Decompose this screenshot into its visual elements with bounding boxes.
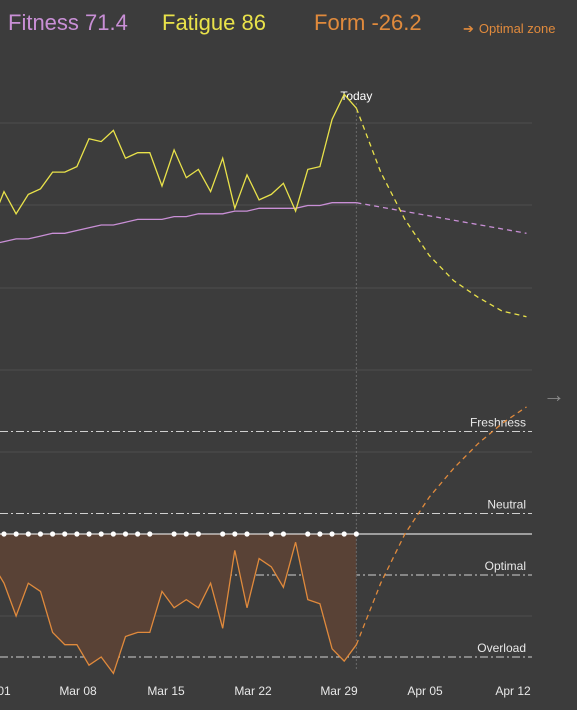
- x-tick-label: Apr 12: [495, 684, 531, 698]
- activity-dot: [244, 531, 250, 537]
- activity-dot: [37, 531, 44, 537]
- zone-label-freshness: Freshness: [470, 416, 526, 430]
- activity-dot: [1, 531, 7, 537]
- form-zones: Freshness Neutral Optimal Overload: [0, 416, 532, 658]
- form-projection: [355, 406, 527, 645]
- activity-dot: [317, 531, 323, 537]
- fitness-line: [0, 202, 357, 244]
- activity-dot: [86, 531, 92, 537]
- activity-dot: [147, 531, 153, 537]
- next-period-button[interactable]: →: [541, 382, 567, 408]
- activity-dot: [232, 531, 238, 537]
- activity-dot: [280, 531, 287, 537]
- activity-dot: [110, 531, 116, 537]
- activity-dot: [183, 531, 189, 537]
- form-area: [0, 534, 357, 674]
- x-tick-label: Mar 08: [59, 684, 97, 698]
- x-tick-label: Mar 22: [234, 684, 272, 698]
- activity-dot: [220, 531, 226, 537]
- activity-dot: [25, 531, 31, 537]
- x-tick-label: Mar 15: [147, 684, 185, 698]
- zone-label-overload: Overload: [477, 641, 526, 655]
- x-axis: 01 Mar 08 Mar 15 Mar 22 Mar 29 Apr 05 Apr 12: [0, 684, 531, 698]
- form-line: [0, 542, 357, 675]
- fatigue-value: Fatigue 86: [162, 10, 266, 35]
- activity-dot: [74, 531, 80, 537]
- activity-dot: [98, 531, 104, 537]
- fitness-projection: [356, 202, 527, 234]
- activity-dot: [305, 531, 311, 537]
- fatigue-line: [0, 93, 357, 216]
- x-tick-label: Apr 05: [407, 684, 443, 698]
- fitness-value: Fitness 71.4: [8, 10, 128, 35]
- activity-dot: [329, 531, 335, 537]
- header: Fitness 71.4 Fatigue 86 Form -26.2 ➔ Opti…: [0, 0, 577, 50]
- chart-series: Today: [0, 89, 532, 675]
- activity-dot: [122, 531, 129, 537]
- activity-dot: [62, 531, 68, 537]
- grid-lines: [0, 122, 532, 617]
- zone-label-neutral: Neutral: [487, 498, 526, 512]
- activity-dot: [135, 531, 141, 537]
- fatigue-projection: [355, 107, 527, 318]
- arrow-right-icon: →: [543, 382, 565, 407]
- activity-dot: [268, 531, 274, 537]
- activity-dot: [341, 531, 347, 537]
- optimal-zone-label: Optimal zone: [478, 21, 556, 36]
- activity-dot: [195, 531, 201, 537]
- activity-dot: [13, 531, 19, 537]
- x-tick-label: 01: [0, 684, 11, 698]
- optimal-zone-link[interactable]: ➔ Optimal zone: [463, 21, 556, 37]
- form-value: Form -26.2: [314, 10, 422, 35]
- zone-label-optimal: Optimal: [485, 559, 526, 573]
- activity-dot: [353, 531, 359, 537]
- arrow-right-icon: ➔: [463, 21, 474, 36]
- activity-dot: [171, 531, 177, 537]
- activity-dot: [50, 531, 56, 537]
- x-tick-label: Mar 29: [320, 684, 358, 698]
